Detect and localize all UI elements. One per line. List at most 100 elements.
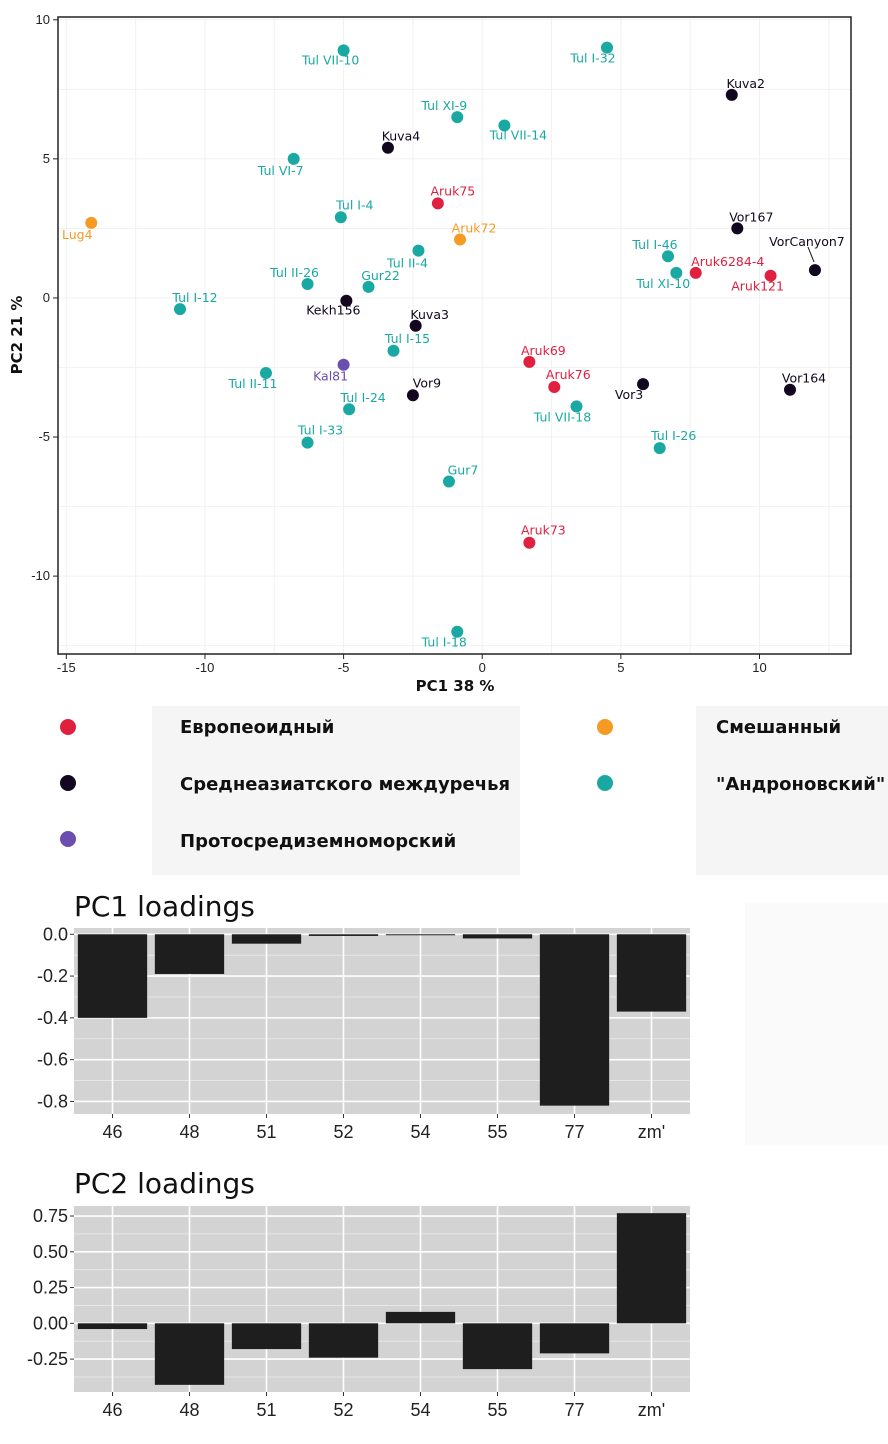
point-label-tul-i-15: Tul I-15 (384, 331, 430, 346)
point-label-tul-i-18: Tul I-18 (421, 635, 467, 650)
pc2-bar-46 (77, 1323, 148, 1330)
pc1-bars (77, 934, 687, 1106)
pc1-bar-54 (385, 934, 456, 936)
point-kekh156 (340, 294, 353, 307)
pc1-bar-46 (77, 934, 148, 1018)
x-tick-label: -5 (338, 660, 350, 675)
y-tick-label: -5 (38, 429, 50, 444)
x-axis-title: PC1 38 % (416, 677, 495, 695)
point-vor9 (406, 389, 419, 402)
legend-panel-right (696, 706, 888, 875)
pc2-y-tick-label: -0.25 (27, 1349, 68, 1369)
point-vorcanyon7 (808, 264, 821, 277)
point-tul-vii-10 (337, 44, 350, 57)
point-label-tul-ii-26: Tul II-26 (269, 265, 319, 280)
point-tul-i-15 (387, 344, 400, 357)
x-tick-label: -10 (196, 660, 215, 675)
legend-label-central: Среднеазиатского междуречья (180, 774, 510, 795)
point-tul-i-12 (174, 303, 186, 316)
point-aruk69 (523, 355, 536, 368)
pc1-x-tick-label: 48 (179, 1122, 199, 1142)
point-label-tul-i-24: Tul I-24 (340, 390, 386, 405)
legend-marker-eur (60, 719, 76, 735)
point-label-aruk6284-4: Aruk6284-4 (691, 254, 764, 269)
point-label-gur7: Gur7 (448, 463, 479, 478)
pca-scatter-plot: -15 -10 -5 0 5 10 10 5 0 -5 -10 Tul VII-10 Tul I-32… (0, 0, 888, 700)
pc2-bar-zm (616, 1213, 687, 1324)
pc1-x-tick-label: 55 (487, 1122, 507, 1142)
point-label-gur22: Gur22 (361, 268, 400, 283)
point-tul-i-26 (653, 442, 666, 455)
x-tick-label: 5 (617, 660, 624, 675)
point-tul-i-24 (343, 403, 356, 416)
point-label-vor167: Vor167 (729, 209, 773, 224)
point-tul-vi-7 (287, 152, 300, 165)
scatter-frame (57, 16, 852, 655)
x-tick-label: -15 (57, 660, 76, 675)
legend-label-eur: Европеоидный (180, 717, 334, 738)
point-vor3 (637, 378, 650, 391)
legend-label-andr: "Андроновский" (716, 774, 885, 795)
x-tick-label: 0 (479, 660, 486, 675)
pc1-y-tick-label: -0.2 (37, 966, 68, 986)
point-label-tul-i-26: Tul I-26 (650, 428, 696, 443)
point-aruk6284-4 (689, 266, 702, 279)
pc1-x-tick-label: 54 (410, 1122, 430, 1142)
legend-marker-proto (60, 831, 76, 847)
scatter-ticks: -15 -10 -5 0 5 10 10 5 0 -5 -10 (31, 12, 767, 675)
pc1-chart-title: PC1 loadings (74, 890, 255, 923)
point-vor164 (784, 383, 796, 396)
pc2-x-tick-label: 77 (564, 1400, 584, 1420)
point-label-tul-ii-4: Tul II-4 (386, 256, 428, 271)
pc2-y-tick-label: 0.50 (33, 1242, 68, 1262)
pc2-loadings-chart: PC2 loadings 0.75 0.50 0.25 0.00 -0.25 46 48 51… (27, 1167, 690, 1420)
pc1-right-margin (745, 903, 888, 1145)
point-label-tul-i-4: Tul I-4 (335, 197, 373, 212)
pc1-x-tick-label: 46 (102, 1122, 122, 1142)
point-tul-vii-18 (570, 400, 583, 413)
point-kal81 (337, 358, 350, 371)
pc2-ticks: 0.75 0.50 0.25 0.00 -0.25 46 48 51 52 54 55 77 zm' (27, 1206, 665, 1420)
pc1-ticks: 0.0 -0.2 -0.4 -0.6 -0.8 46 48 51 52 54 55 77 zm' (37, 924, 665, 1142)
point-label-aruk75: Aruk75 (430, 183, 475, 198)
pc1-x-tick-label: 51 (256, 1122, 276, 1142)
legend-label-mixed: Смешанный (716, 717, 841, 738)
pc2-x-tick-label: 54 (410, 1400, 430, 1420)
point-label-tul-xi-10: Tul XI-10 (635, 276, 690, 291)
point-vor167 (731, 222, 744, 235)
x-tick-label: 10 (752, 660, 766, 675)
point-tul-vii-14 (498, 119, 511, 132)
y-tick-label: 5 (43, 151, 50, 166)
point-label-tul-vii-18: Tul VII-18 (533, 409, 591, 424)
pc1-bar-55 (462, 934, 533, 939)
point-label-aruk73: Aruk73 (521, 523, 566, 538)
pc1-grid (74, 928, 690, 1114)
pc1-loadings-chart: PC1 loadings 0.0 -0.2 -0.4 -0.6 -0.8 46 48 51 52… (37, 890, 888, 1145)
pc2-x-tick-label: 52 (333, 1400, 353, 1420)
scatter-background (0, 0, 888, 700)
point-label-kuva3: Kuva3 (410, 307, 449, 322)
pc2-x-tick-label: 51 (256, 1400, 276, 1420)
point-tul-ii-26 (301, 278, 314, 291)
point-label-lug4: Lug4 (62, 227, 93, 242)
y-tick-label: 0 (43, 290, 50, 305)
y-axis-title: PC2 21 % (8, 296, 26, 375)
point-aruk75 (431, 197, 444, 210)
point-tul-i-33 (301, 436, 314, 449)
pc2-chart-title: PC2 loadings (74, 1167, 255, 1200)
point-label-tul-i-33: Tul I-33 (297, 423, 343, 438)
point-kuva2 (725, 88, 738, 101)
pc2-bar-77 (539, 1323, 610, 1354)
point-label-vorcanyon7: VorCanyon7 (769, 234, 845, 249)
pc2-x-tick-label: zm' (638, 1400, 665, 1420)
point-label-tul-vii-10: Tul VII-10 (301, 52, 359, 67)
point-label-tul-i-46: Tul I-46 (631, 237, 677, 252)
point-gur22 (362, 280, 375, 293)
point-lug4 (85, 216, 98, 229)
legend-panel-mid (152, 706, 520, 875)
legend-marker-mixed (597, 719, 613, 735)
point-tul-xi-10 (670, 266, 683, 279)
legend-marker-central (60, 775, 76, 791)
pc1-bar-zm (616, 934, 687, 1012)
point-tul-ii-11 (259, 367, 272, 380)
